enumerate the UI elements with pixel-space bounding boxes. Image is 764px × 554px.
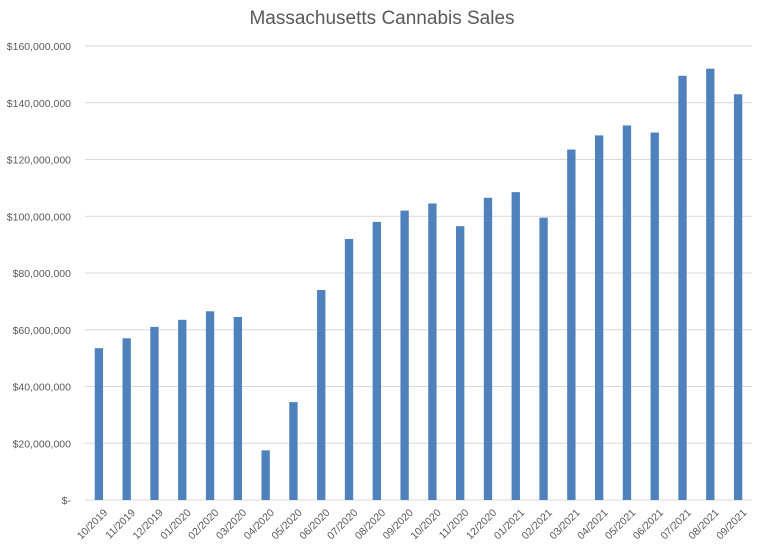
y-tick-label: $- [62,495,72,507]
bar [622,125,632,500]
bar [261,450,270,500]
bar [483,197,493,500]
y-tick-label: $160,000,000 [7,41,71,53]
bar [372,221,381,501]
bar [539,217,548,500]
bar [178,319,187,500]
x-tick-label: 10/2019 [75,507,110,542]
bar [456,226,465,500]
bar [317,290,326,500]
x-tick-label: 09/2021 [714,507,749,542]
bar [650,132,659,500]
bar [733,94,743,501]
bar [233,316,243,500]
bar [344,238,354,500]
y-tick-label: $140,000,000 [7,98,71,110]
x-tick-label: 10/2020 [408,507,443,542]
chart-title: Massachusetts Cannabis Sales [249,8,515,29]
bar [678,75,687,500]
bar [205,311,215,500]
bar [289,402,298,500]
bar [150,326,159,500]
bar [122,338,131,500]
bar [94,348,104,500]
y-tick-label: $100,000,000 [7,211,71,223]
bar [428,203,437,500]
bar [706,68,715,500]
y-tick-label: $60,000,000 [13,325,72,337]
y-tick-label: $20,000,000 [13,438,72,450]
bar [594,135,604,500]
bar [400,210,409,500]
bar [567,149,576,500]
y-tick-label: $80,000,000 [13,268,72,280]
y-tick-label: $40,000,000 [13,382,72,394]
bar [511,192,520,500]
y-tick-label: $120,000,000 [7,155,71,167]
